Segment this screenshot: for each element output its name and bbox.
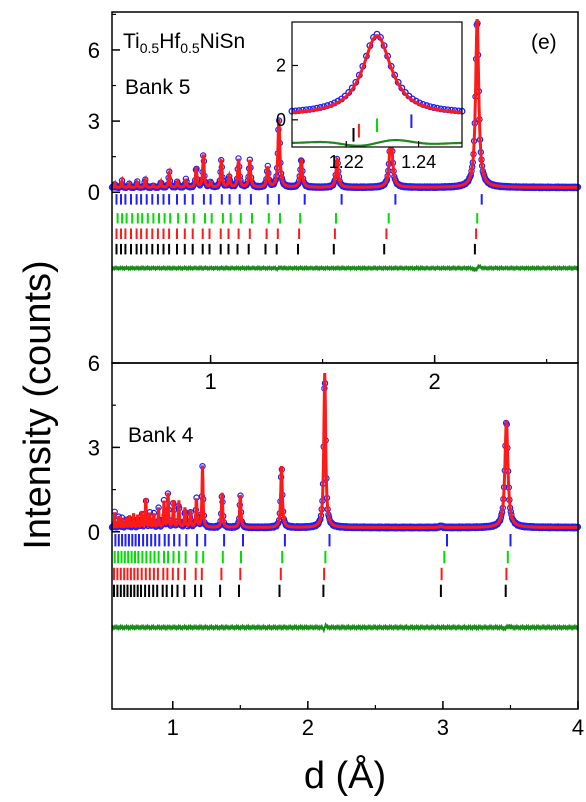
y-tick-label: 6 [88, 351, 100, 376]
x-tick-label: 1 [167, 715, 179, 740]
bottom-bank-label: Bank 4 [128, 424, 194, 447]
panel-label: (e) [531, 31, 557, 54]
y-tick-label: 0 [88, 520, 100, 545]
y-tick-label: 6 [88, 38, 100, 63]
calculated-line [111, 372, 578, 529]
reflection-tick-row [116, 213, 479, 224]
x-tick-label: 1 [204, 369, 216, 394]
reflection-tick-row [115, 243, 476, 255]
reflection-tick-row [113, 550, 509, 564]
inset-x-tick-label: 1.24 [401, 152, 436, 172]
inset-x-tick-label: 1.22 [329, 152, 364, 172]
bottom-panel-axes: 1 2 3 4 0 3 6 [88, 351, 584, 740]
x-tick-label: 2 [428, 369, 440, 394]
difference-curve [111, 263, 579, 273]
calculated-line [111, 18, 578, 189]
compound-label: Ti0.5Hf0.5NiSn [123, 30, 245, 56]
inset-axes: 1.22 1.24 0 2 [276, 55, 436, 172]
reflection-tick-row [115, 194, 483, 205]
inset-y-tick-label: 2 [276, 55, 286, 75]
x-tick-label: 3 [437, 715, 449, 740]
reflection-tick-row [113, 567, 508, 581]
x-tick-label: 4 [572, 715, 584, 740]
x-tick-label: 2 [302, 715, 314, 740]
inset-frame [291, 21, 463, 148]
y-axis-title: Intensity (counts) [17, 260, 59, 549]
x-axis-title: d (Å) [304, 753, 386, 797]
top-panel-plot [108, 18, 582, 273]
inset-difference-curve [292, 139, 462, 147]
y-tick-label: 3 [88, 435, 100, 460]
y-tick-label: 3 [88, 109, 100, 134]
bottom-panel-plot [108, 372, 582, 634]
top-bank-label: Bank 5 [125, 76, 190, 99]
y-tick-label: 0 [88, 180, 100, 205]
inset-calculated-line [292, 34, 462, 114]
reflection-tick-row [113, 584, 507, 597]
bottom-panel-frame [111, 362, 579, 710]
difference-curve [111, 621, 579, 634]
reflection-tick-row [114, 534, 512, 547]
reflection-tick-row [115, 228, 478, 239]
inset-plot [288, 30, 466, 147]
inset-y-tick-label: 0 [276, 110, 286, 130]
top-panel-axes: 1 2 0 3 6 [88, 13, 548, 394]
